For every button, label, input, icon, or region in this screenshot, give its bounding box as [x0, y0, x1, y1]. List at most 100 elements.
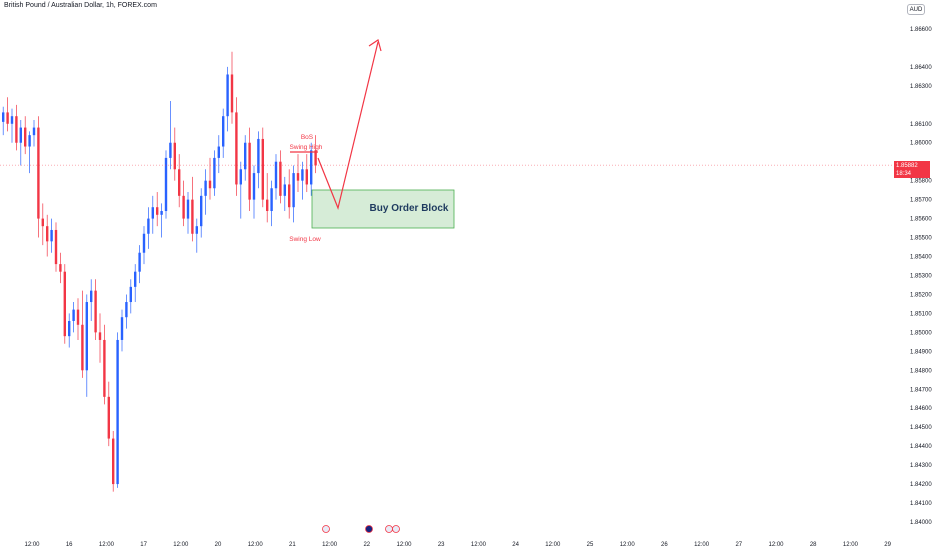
time-tick-label: 22	[363, 542, 370, 548]
time-tick-label: 28	[810, 542, 817, 548]
price-tick-label: 1.85400	[910, 255, 932, 261]
candle-body	[160, 211, 163, 215]
candle-body	[54, 229, 58, 265]
candle-body	[112, 438, 115, 485]
arrow-head-icon	[368, 39, 382, 52]
flag-uk-icon[interactable]	[322, 525, 330, 533]
price-tick-label: 1.85300	[910, 273, 932, 279]
candle-body	[213, 157, 216, 189]
candle-body	[305, 169, 308, 185]
time-tick-label: 12:00	[99, 542, 115, 548]
candle-body	[279, 161, 282, 196]
candle-body	[261, 138, 264, 200]
candle-body	[15, 116, 18, 143]
price-tick-label: 1.85800	[910, 179, 932, 185]
swing-high-label: Swing High	[290, 144, 323, 151]
time-tick-label: 12:00	[173, 542, 189, 548]
candle-body	[301, 169, 304, 181]
time-tick-label: 26	[661, 542, 668, 548]
price-tick-label: 1.84800	[910, 368, 932, 374]
candle-body	[94, 290, 97, 333]
candle-body	[252, 173, 256, 200]
candle-body	[138, 252, 141, 272]
candle-body	[19, 127, 22, 143]
candle-body	[81, 324, 84, 371]
candle-body	[50, 229, 53, 242]
candle-body	[310, 150, 313, 185]
candle-body	[142, 233, 146, 253]
candle-body	[147, 218, 150, 234]
price-tick-label: 1.84300	[910, 463, 932, 469]
candle-body	[107, 396, 110, 439]
price-tick-label: 1.84200	[910, 482, 932, 488]
candle-body	[125, 302, 128, 318]
time-tick-label: 23	[438, 542, 445, 548]
candle-body	[76, 309, 80, 325]
swing-low-label: Swing Low	[289, 236, 321, 243]
candle-body	[63, 271, 66, 337]
candle-body	[235, 112, 238, 185]
price-tick-label: 1.86300	[910, 84, 932, 90]
candle-body	[239, 169, 242, 185]
price-tick-label: 1.86100	[910, 122, 932, 128]
candle-body	[226, 74, 229, 117]
price-tick-label: 1.86600	[910, 27, 932, 33]
candle-body	[283, 184, 286, 196]
candle-body	[32, 127, 36, 136]
time-axis[interactable]: 12:00 16 12:00 17 12:00 20 12:00 21 12:00 22 12:00…	[24, 542, 891, 548]
candle-body	[296, 173, 300, 181]
flag-uk-icon-3[interactable]	[392, 525, 400, 533]
candle-body	[173, 142, 176, 170]
candle-body	[85, 302, 88, 371]
candle-body	[151, 207, 154, 219]
candle-body	[2, 112, 5, 122]
candle-body	[169, 142, 172, 158]
candle-body	[208, 180, 212, 189]
last-price-tag: 1.85882 18:34	[894, 161, 930, 178]
candle-body	[186, 199, 190, 219]
candle-body	[10, 116, 14, 124]
price-tick-label: 1.84600	[910, 406, 932, 412]
candle-body	[90, 290, 93, 303]
time-tick-label: 12:00	[620, 542, 636, 548]
candle-body	[204, 180, 207, 196]
candle-body	[195, 226, 198, 234]
flag-uk-icon-2[interactable]	[385, 525, 393, 533]
time-tick-label: 29	[884, 542, 891, 548]
price-tick-label: 1.84900	[910, 349, 932, 355]
candle-body	[129, 286, 132, 303]
price-tick-label: 1.85000	[910, 330, 932, 336]
time-tick-label: 12:00	[248, 542, 264, 548]
time-tick-label: 12:00	[843, 542, 859, 548]
candle-body	[59, 264, 62, 272]
bos-label: BoS	[301, 134, 314, 141]
time-tick-label: 12:00	[694, 542, 710, 548]
price-tick-label: 1.85200	[910, 292, 932, 298]
candle-body	[98, 332, 102, 340]
event-icons	[322, 525, 400, 533]
candle-body	[191, 199, 194, 234]
price-tick-label: 1.85600	[910, 217, 932, 223]
candle-body	[116, 339, 119, 485]
order-block-label: Buy Order Block	[370, 203, 449, 214]
time-tick-label: 17	[140, 542, 147, 548]
candle-body	[164, 157, 168, 212]
order-block-box[interactable]	[311, 189, 455, 229]
candle-body	[292, 173, 295, 208]
flag-au-icon[interactable]	[365, 525, 373, 533]
candle-body	[68, 320, 71, 337]
time-tick-label: 16	[66, 542, 73, 548]
price-axis[interactable]: 1.86600 1.86400 1.86300 1.86100 1.86000 1.858…	[910, 27, 932, 526]
price-tick-label: 1.85100	[910, 311, 932, 317]
last-price-value: 1.85882	[896, 163, 918, 169]
time-tick-label: 12:00	[322, 542, 338, 548]
chart-title: British Pound / Australian Dollar, 1h, F…	[4, 2, 157, 9]
candle-body	[6, 112, 9, 124]
candle-body	[134, 271, 137, 287]
candles	[2, 51, 317, 492]
candle-body	[178, 169, 181, 196]
projection-arrow	[317, 41, 379, 210]
currency-badge[interactable]: AUD	[907, 4, 925, 15]
